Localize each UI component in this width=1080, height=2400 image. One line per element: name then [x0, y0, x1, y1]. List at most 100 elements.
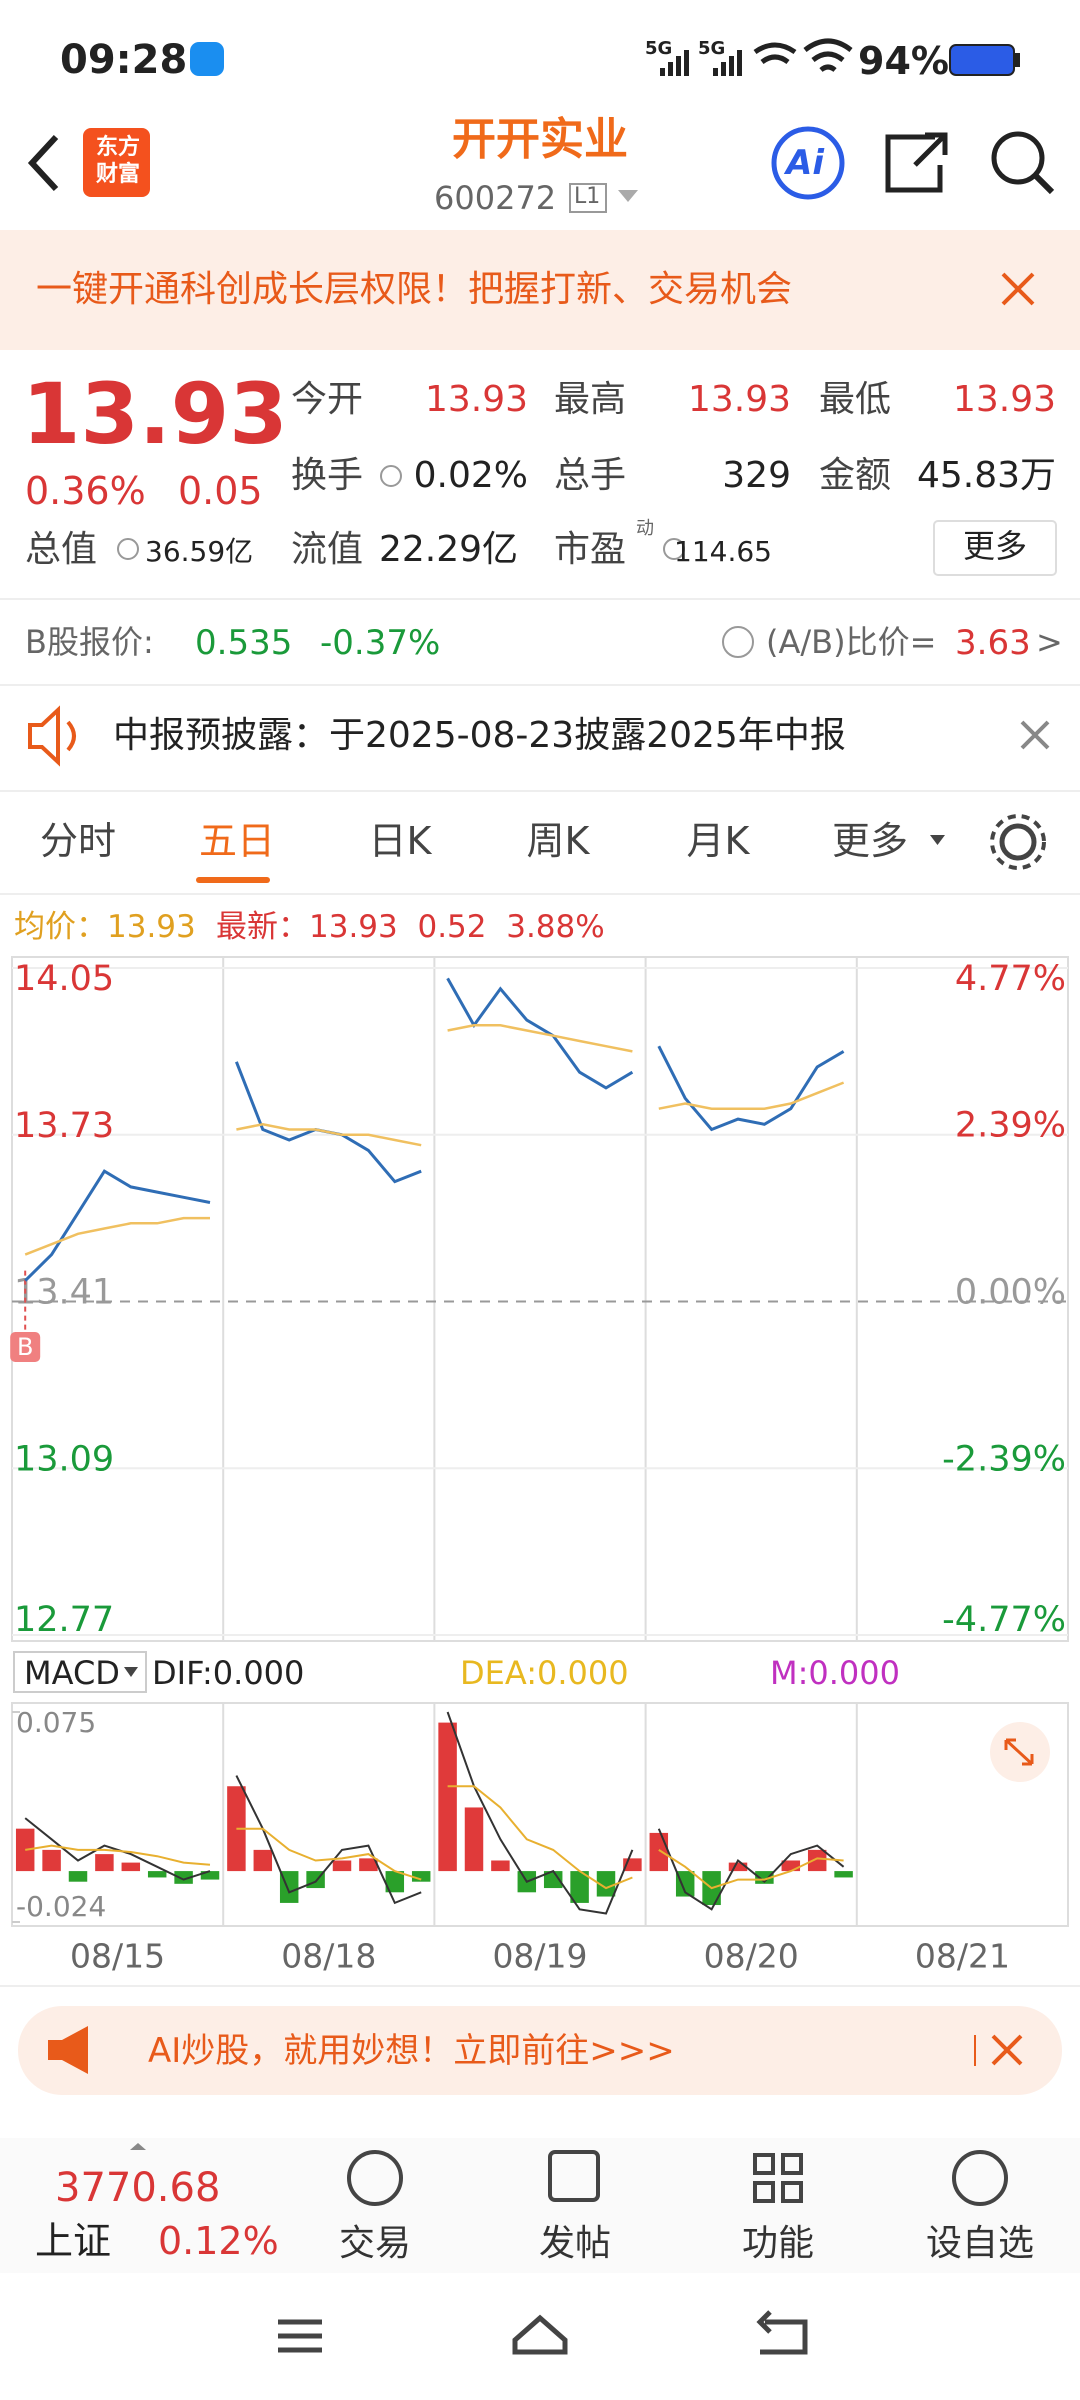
back[interactable]: [27, 134, 59, 192]
caret: [130, 2143, 146, 2150]
macd-bar: [95, 1854, 114, 1872]
avg-label: 均价：13.93: [14, 909, 196, 945]
dea-line: [447, 1785, 633, 1890]
nav-item[interactable]: 功能: [741, 2223, 814, 2264]
field-label: 总值: [25, 529, 98, 570]
trade-icon[interactable]: [347, 2150, 403, 2206]
close[interactable]: [991, 2034, 1023, 2066]
function-icon[interactable]: [753, 2153, 803, 2203]
info: [117, 538, 139, 560]
macd-bar: [543, 1871, 563, 1889]
dea-line: [25, 1844, 211, 1866]
time: 09:28: [60, 37, 188, 83]
dea-line: [658, 1849, 844, 1890]
field-sup: 动: [636, 518, 654, 539]
macd-indicator[interactable]: MACD: [24, 1654, 120, 1692]
y2-tick-label: 4.77%: [955, 959, 1066, 999]
help[interactable]: [722, 626, 754, 658]
logo: [83, 128, 150, 197]
stock-code: 600272: [434, 179, 557, 217]
x-tick-label: 08/21: [915, 1937, 1010, 1976]
settings-gear: [990, 814, 1046, 870]
nav-item[interactable]: 设自选: [925, 2223, 1034, 2264]
macd-bar: [359, 1858, 378, 1872]
close[interactable]: [1020, 720, 1050, 750]
app-icon: [190, 42, 224, 76]
battery: [949, 44, 1015, 76]
field-label: 换手: [291, 455, 364, 496]
dropdown[interactable]: [618, 190, 638, 202]
x-tick-label: 08/19: [492, 1937, 587, 1976]
macd-bar: [781, 1860, 801, 1872]
chart-frame: [11, 956, 1069, 1642]
index-change[interactable]: 0.12%: [158, 2219, 279, 2263]
tab[interactable]: 分时: [39, 819, 116, 863]
field-value: 36.59亿: [145, 535, 254, 568]
more[interactable]: 更多: [962, 527, 1027, 565]
more-button[interactable]: [933, 520, 1057, 576]
ratio-label: (A/B)比价=: [766, 623, 937, 661]
index-name[interactable]: 上证: [35, 2219, 112, 2263]
dif-line: [235, 1775, 422, 1905]
logo-text: 财富: [96, 162, 141, 187]
settings[interactable]: [999, 823, 1037, 861]
logo-text: 东方: [96, 135, 141, 160]
notice[interactable]: 中报预披露：于2025-08-23披露2025年中报: [113, 715, 846, 756]
macd-bar: [438, 1722, 457, 1872]
macd-bar: [68, 1871, 88, 1882]
field-label: 最高: [554, 379, 627, 420]
change: 0.05: [178, 469, 263, 513]
tab[interactable]: 月K: [686, 819, 750, 863]
banner-text[interactable]: 一键开通科创成长层权限！把握打新、交易机会: [36, 269, 793, 310]
macd-select[interactable]: [13, 1651, 147, 1693]
macd-bar: [728, 1862, 748, 1872]
share[interactable]: [885, 132, 948, 193]
battery-text: 94%: [858, 39, 949, 83]
bottom-nav-bg: [0, 2138, 1080, 2273]
macd-bar: [675, 1871, 695, 1897]
ai-banner-bg: [18, 2006, 1062, 2095]
macd-bar: [755, 1871, 774, 1884]
nav-item[interactable]: 发帖: [538, 2223, 611, 2264]
dropdown[interactable]: [930, 835, 945, 845]
index-value[interactable]: 3770.68: [55, 2165, 221, 2211]
nav-item[interactable]: 交易: [338, 2223, 411, 2264]
signal: [660, 50, 742, 76]
macd-bar: [491, 1860, 510, 1872]
dea-line: [236, 1827, 422, 1881]
field-value: 13.93: [687, 379, 791, 420]
macd-bar: [807, 1849, 827, 1872]
ai-banner-text[interactable]: AI炒股，就用妙想！立即前往>>>: [148, 2031, 675, 2071]
field-value: 329: [722, 455, 791, 496]
b-change: -0.37%: [320, 623, 441, 663]
close[interactable]: [1001, 272, 1035, 306]
price: 13.93: [22, 365, 288, 463]
wifi: [803, 38, 853, 72]
field-label: 金额: [819, 455, 892, 496]
field-label: 最低: [819, 379, 892, 420]
watchlist-icon[interactable]: [952, 2150, 1008, 2206]
tab[interactable]: 周K: [526, 819, 590, 863]
y-tick-label: 13.09: [14, 1439, 114, 1479]
y-tick-label: 13.41: [14, 1273, 114, 1313]
chevron[interactable]: >: [1036, 623, 1063, 661]
tab[interactable]: 更多: [831, 819, 908, 863]
average-line: [24, 1216, 210, 1256]
dif-line: [24, 1817, 211, 1881]
y2-tick-label: -2.39%: [942, 1440, 1066, 1480]
field-label: 总手: [554, 455, 627, 496]
tab[interactable]: 日K: [368, 819, 432, 863]
tab[interactable]: 五日: [198, 819, 275, 863]
system-nav: [278, 2310, 808, 2355]
ai-button[interactable]: [771, 126, 845, 200]
macd-bar: [385, 1871, 405, 1893]
post-icon[interactable]: [548, 2150, 600, 2202]
search[interactable]: [991, 131, 1045, 185]
level: L1: [574, 184, 601, 209]
macd-bar: [174, 1871, 193, 1884]
dea: DEA:0.000: [460, 1654, 629, 1692]
field-value: 114.65: [674, 535, 772, 568]
dif-line: [657, 1828, 845, 1911]
dropdown: [124, 1667, 138, 1677]
